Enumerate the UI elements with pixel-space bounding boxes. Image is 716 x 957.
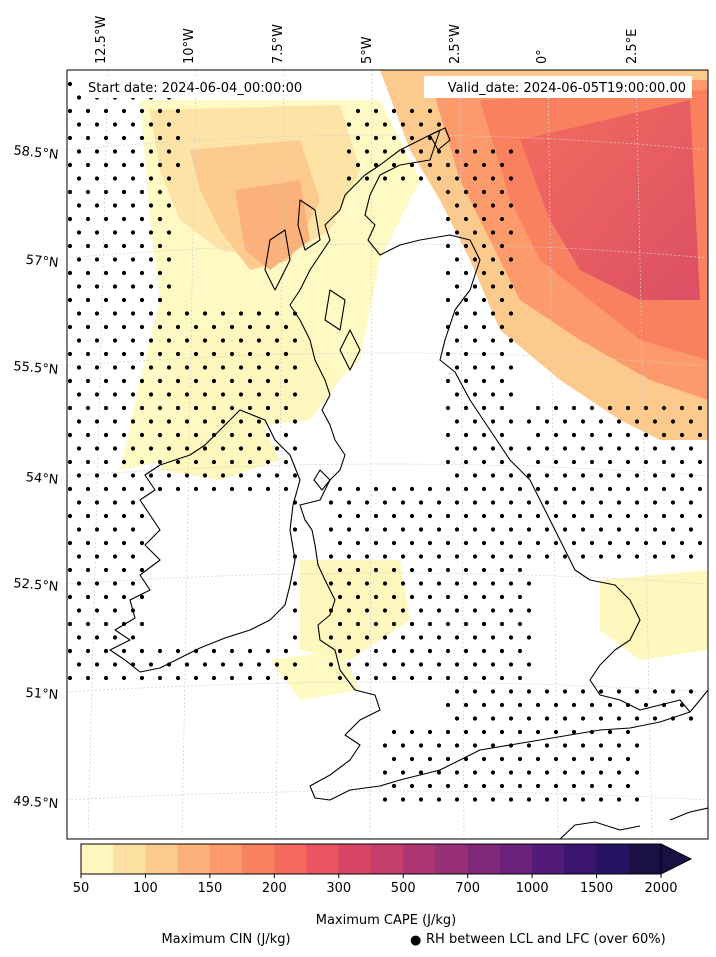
colorbar-tick-label: 500 [391,881,416,896]
colorbar-tick-label: 100 [133,881,158,896]
colorbar-tick-label: 1000 [516,881,549,896]
coastlines [109,127,708,839]
colorbar-segment [596,844,630,874]
colorbar-segment [81,844,114,874]
lat-label: 55.5°N [13,359,59,378]
colorbar-segment [306,844,340,874]
lat-label: 57°N [25,253,59,271]
start-date-text: Start date: 2024-06-04_00:00:00 [88,81,302,96]
colorbar-tick-label: 300 [326,881,351,896]
colorbar-segment [242,844,275,874]
lon-label: 2.5°E [625,29,640,64]
colorbar-tick-label: 200 [262,881,287,896]
colorbar-segment [435,844,469,874]
lon-label: 5°W [360,36,375,64]
lat-label: 58.5°N [13,143,59,163]
colorbar-segment [564,844,598,874]
lat-label: 54°N [25,470,59,488]
lon-label: 0° [535,49,550,64]
graticule [67,70,708,839]
colorbar-segment [113,844,146,874]
coastline-netherlands [689,689,708,713]
lon-label: 12.5°W [94,16,109,64]
valid-date-box [424,76,692,98]
valid-date-text: Valid_date: 2024-06-05T19:00:00.00 [448,81,686,96]
colorbar-segment [274,844,308,874]
colorbar-tick-label: 50 [73,881,90,896]
lon-labels: 12.5°W 10°W 7.5°W 5°W 2.5°W 0° 2.5°E [94,16,640,64]
cape-colorbar: 50 100 150 200 300 500 700 1000 1500 2000 [73,843,693,896]
colorbar-tick-label: 1500 [580,881,613,896]
rh-legend-label: RH between LCL and LFC (over 60%) [426,932,666,947]
rh-legend-marker: ● [410,933,421,948]
rh-dot-field [67,81,703,802]
colorbar-tick-label: 700 [455,881,480,896]
lat-label: 51°N [25,686,59,703]
lat-labels: 58.5°N 57°N 55.5°N 54°N 52.5°N 51°N 49.5… [13,143,59,812]
coastline-france [559,807,708,839]
lon-label: 7.5°W [271,24,286,64]
colorbar-title: Maximum CAPE (J/kg) [316,913,456,928]
coastline-ireland [109,409,301,673]
colorbar-tick-label: 2000 [644,881,677,896]
colorbar-frame [80,843,662,875]
colorbar-tick-label: 150 [197,881,222,896]
colorbar-segment [628,844,662,874]
map-area [67,70,708,839]
map-frame [66,69,709,840]
colorbar-segment [467,844,501,874]
cape-shading [120,70,708,700]
lat-label: 49.5°N [13,794,59,812]
colorbar-extend-arrow [660,843,693,875]
colorbar-segment [145,844,179,874]
colorbar-segment [338,844,372,874]
colorbar-segment [177,844,211,874]
colorbar-segment [499,844,533,874]
lat-label: 52.5°N [13,576,59,595]
colorbar-segment [209,844,243,874]
lon-label: 10°W [182,28,197,64]
coastline-great-britain [289,129,691,801]
colorbar-segment [371,844,404,874]
colorbar-segment [532,844,565,874]
cin-legend-label: Maximum CIN (J/kg) [161,932,290,947]
colorbar-segment [403,844,436,874]
lon-label: 2.5°W [448,24,463,64]
coastline-islands [264,127,451,491]
start-date-box [82,76,342,98]
